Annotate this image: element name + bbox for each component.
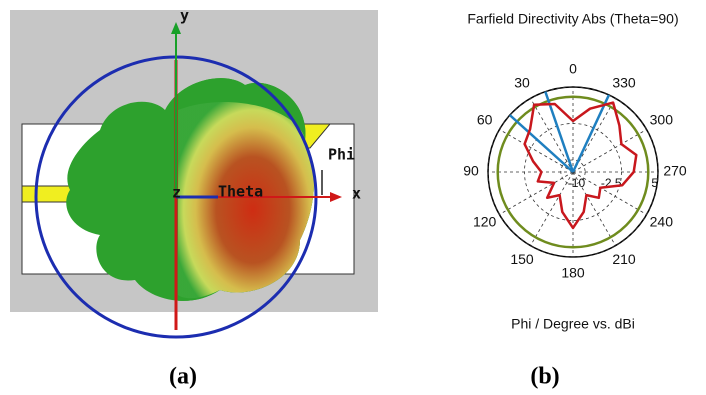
- angle-tick-label: 210: [612, 251, 636, 267]
- caption: (b): [530, 364, 559, 390]
- angle-tick-label: 90: [463, 163, 479, 179]
- axis-label: Phi: [328, 146, 355, 164]
- angle-tick-label: 30: [514, 74, 530, 90]
- angle-tick-label: 240: [650, 214, 674, 230]
- angle-tick-label: 150: [510, 251, 534, 267]
- axis-label: Theta: [218, 183, 263, 201]
- axis-label: z: [172, 184, 181, 202]
- caption: (a): [169, 364, 197, 390]
- angle-tick-label: 330: [612, 74, 636, 90]
- angle-tick-label: 120: [473, 214, 497, 230]
- angle-tick-label: 270: [663, 163, 687, 179]
- axis-title: Phi / Degree vs. dBi: [511, 316, 635, 332]
- r-tick-label: 5: [651, 176, 658, 190]
- angle-tick-label: 60: [477, 112, 493, 128]
- angle-tick-label: 180: [561, 265, 585, 281]
- panel-a: y x z Theta Phi: [10, 7, 378, 338]
- figure: y x z Theta Phi (a) (b) Farfield Directi…: [0, 0, 706, 395]
- angle-tick-label: 300: [650, 112, 674, 128]
- axis-label: y: [180, 7, 189, 25]
- axis-label: x: [352, 185, 361, 203]
- angle-tick-label: 0: [569, 61, 577, 77]
- chart-title: Farfield Directivity Abs (Theta=90): [467, 11, 678, 27]
